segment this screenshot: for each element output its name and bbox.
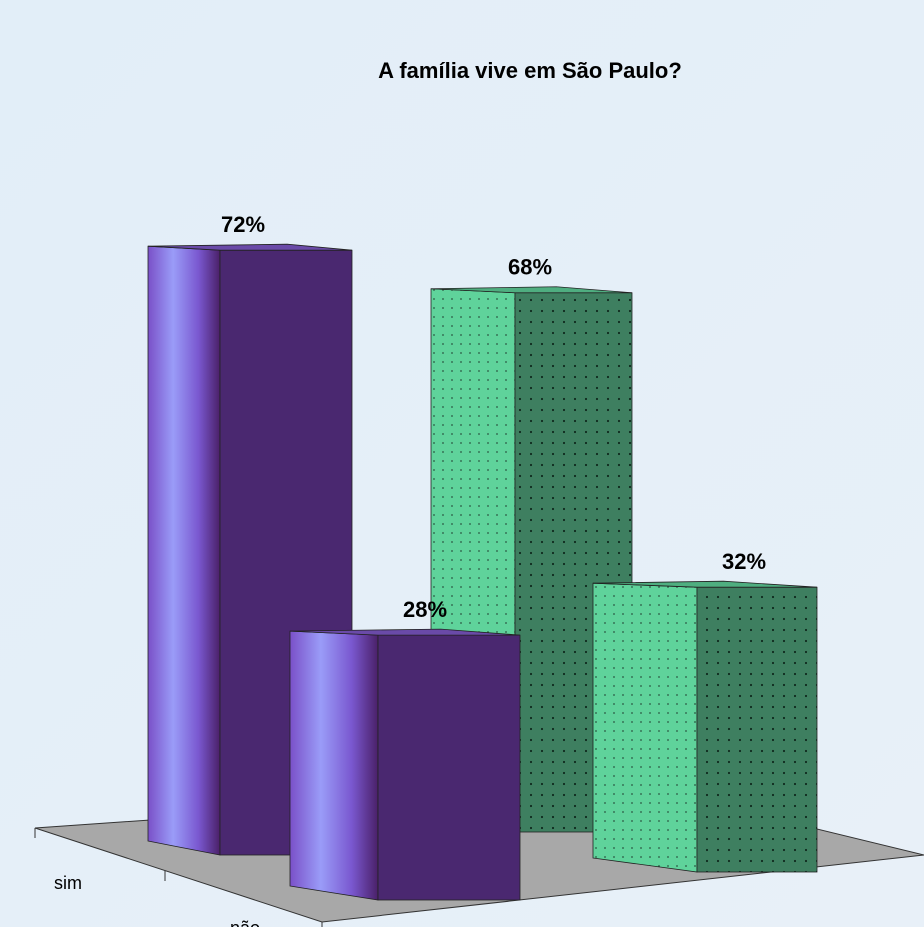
bar-top bbox=[147, 243, 353, 251]
data-label: 68% bbox=[508, 255, 552, 280]
category-label: não bbox=[230, 918, 260, 927]
bar-top bbox=[430, 286, 633, 294]
bar-top bbox=[592, 580, 818, 588]
bar-front bbox=[377, 634, 521, 901]
bar-side bbox=[289, 630, 379, 901]
bar-front bbox=[696, 586, 818, 873]
data-label: 28% bbox=[403, 597, 447, 622]
chart-title: A família vive em São Paulo? bbox=[378, 58, 682, 83]
bar-side bbox=[147, 245, 221, 856]
category-label: sim bbox=[54, 873, 82, 893]
depth-ticks bbox=[34, 828, 323, 927]
bar-side bbox=[592, 582, 698, 873]
data-label: 72% bbox=[221, 212, 265, 237]
bar-top bbox=[289, 628, 521, 636]
data-label: 32% bbox=[722, 549, 766, 574]
